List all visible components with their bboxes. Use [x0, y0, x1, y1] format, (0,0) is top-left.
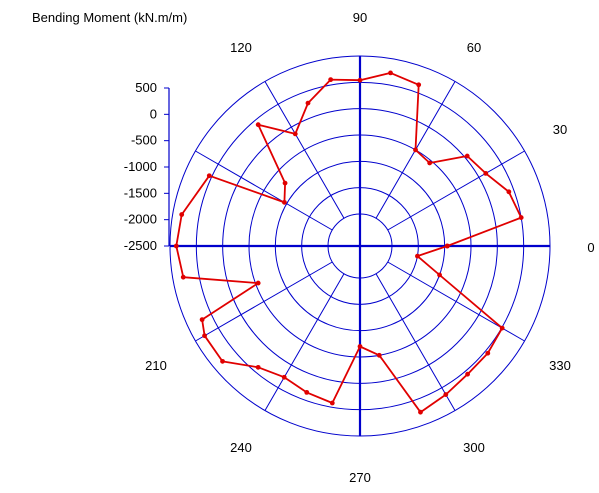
data-point	[376, 352, 382, 358]
grid-spoke	[195, 150, 333, 231]
grid-spoke	[387, 150, 525, 231]
radial-tick-label: 0	[150, 106, 157, 121]
data-point	[179, 212, 185, 217]
data-point	[292, 131, 298, 137]
data-point	[281, 199, 287, 205]
data-point	[437, 272, 442, 278]
grid-spoke	[375, 273, 456, 411]
data-point	[483, 170, 489, 176]
angle-label: 30	[553, 122, 567, 137]
angle-label: 240	[230, 440, 252, 455]
chart-title: Bending Moment (kN.m/m)	[32, 10, 188, 25]
angle-label: 210	[145, 358, 167, 373]
data-point	[305, 100, 311, 106]
data-point	[416, 82, 422, 88]
data-point	[255, 280, 261, 286]
data-point	[413, 147, 418, 153]
radial-tick-label: -2500	[124, 238, 157, 253]
angle-label: 300	[463, 440, 485, 455]
radial-tick-label: -500	[131, 133, 157, 148]
radial-tick-label: 500	[135, 80, 157, 95]
data-point	[499, 325, 505, 331]
data-point	[255, 364, 261, 370]
angle-label: 0	[587, 240, 594, 255]
data-point	[388, 70, 393, 76]
data-point	[415, 253, 420, 259]
radial-tick-label: -1500	[124, 185, 157, 200]
data-point	[506, 189, 512, 195]
data-point	[255, 122, 261, 128]
data-point	[443, 392, 449, 397]
data-point	[202, 333, 207, 339]
data-point	[173, 243, 179, 249]
data-point	[304, 389, 310, 395]
data-point	[418, 409, 423, 415]
data-point	[485, 350, 491, 356]
data-point	[464, 153, 470, 159]
angle-label: 90	[353, 10, 367, 25]
data-point	[465, 371, 470, 377]
grid-spoke	[195, 261, 333, 342]
data-point	[357, 344, 363, 349]
data-point	[518, 215, 524, 220]
data-point	[281, 374, 287, 380]
grid-spoke	[264, 81, 345, 219]
data-point	[357, 77, 363, 83]
data-point	[329, 400, 335, 406]
angle-label: 270	[349, 470, 371, 485]
angle-label: 120	[230, 40, 252, 55]
data-point	[206, 173, 212, 179]
data-point	[220, 358, 225, 364]
data-point	[444, 243, 450, 249]
series-line	[175, 72, 523, 414]
data-point	[328, 77, 334, 83]
data-point	[180, 274, 186, 280]
grid-spoke	[264, 273, 345, 411]
data-point	[282, 180, 288, 186]
data-point	[199, 317, 205, 323]
angle-label: 330	[549, 358, 571, 373]
radial-tick-label: -1000	[124, 159, 157, 174]
angle-label: 60	[467, 40, 481, 55]
data-point	[427, 160, 433, 166]
radial-tick-label: -2000	[124, 212, 157, 227]
